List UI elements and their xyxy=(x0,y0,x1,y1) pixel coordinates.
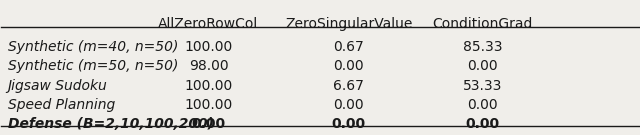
Text: 0.00: 0.00 xyxy=(465,117,500,131)
Text: 0.67: 0.67 xyxy=(333,40,364,54)
Text: 100.00: 100.00 xyxy=(184,40,232,54)
Text: 0.00: 0.00 xyxy=(467,98,498,112)
Text: ZeroSingularValue: ZeroSingularValue xyxy=(285,17,412,31)
Text: 0.00: 0.00 xyxy=(332,117,365,131)
Text: 98.00: 98.00 xyxy=(189,59,228,73)
Text: 0.00: 0.00 xyxy=(467,59,498,73)
Text: Synthetic (m=40, n=50): Synthetic (m=40, n=50) xyxy=(8,40,178,54)
Text: 100.00: 100.00 xyxy=(184,79,232,92)
Text: 53.33: 53.33 xyxy=(463,79,502,92)
Text: Defense (B=2,10,100,200): Defense (B=2,10,100,200) xyxy=(8,117,214,131)
Text: Jigsaw Sudoku: Jigsaw Sudoku xyxy=(8,79,108,92)
Text: 0.00: 0.00 xyxy=(333,59,364,73)
Text: Speed Planning: Speed Planning xyxy=(8,98,115,112)
Text: 0.00: 0.00 xyxy=(333,98,364,112)
Text: 100.00: 100.00 xyxy=(184,98,232,112)
Text: ConditionGrad: ConditionGrad xyxy=(432,17,532,31)
Text: AllZeroRowCol: AllZeroRowCol xyxy=(158,17,259,31)
Text: Synthetic (m=50, n=50): Synthetic (m=50, n=50) xyxy=(8,59,178,73)
Text: 85.33: 85.33 xyxy=(463,40,502,54)
Text: 6.67: 6.67 xyxy=(333,79,364,92)
Text: 0.00: 0.00 xyxy=(191,117,225,131)
